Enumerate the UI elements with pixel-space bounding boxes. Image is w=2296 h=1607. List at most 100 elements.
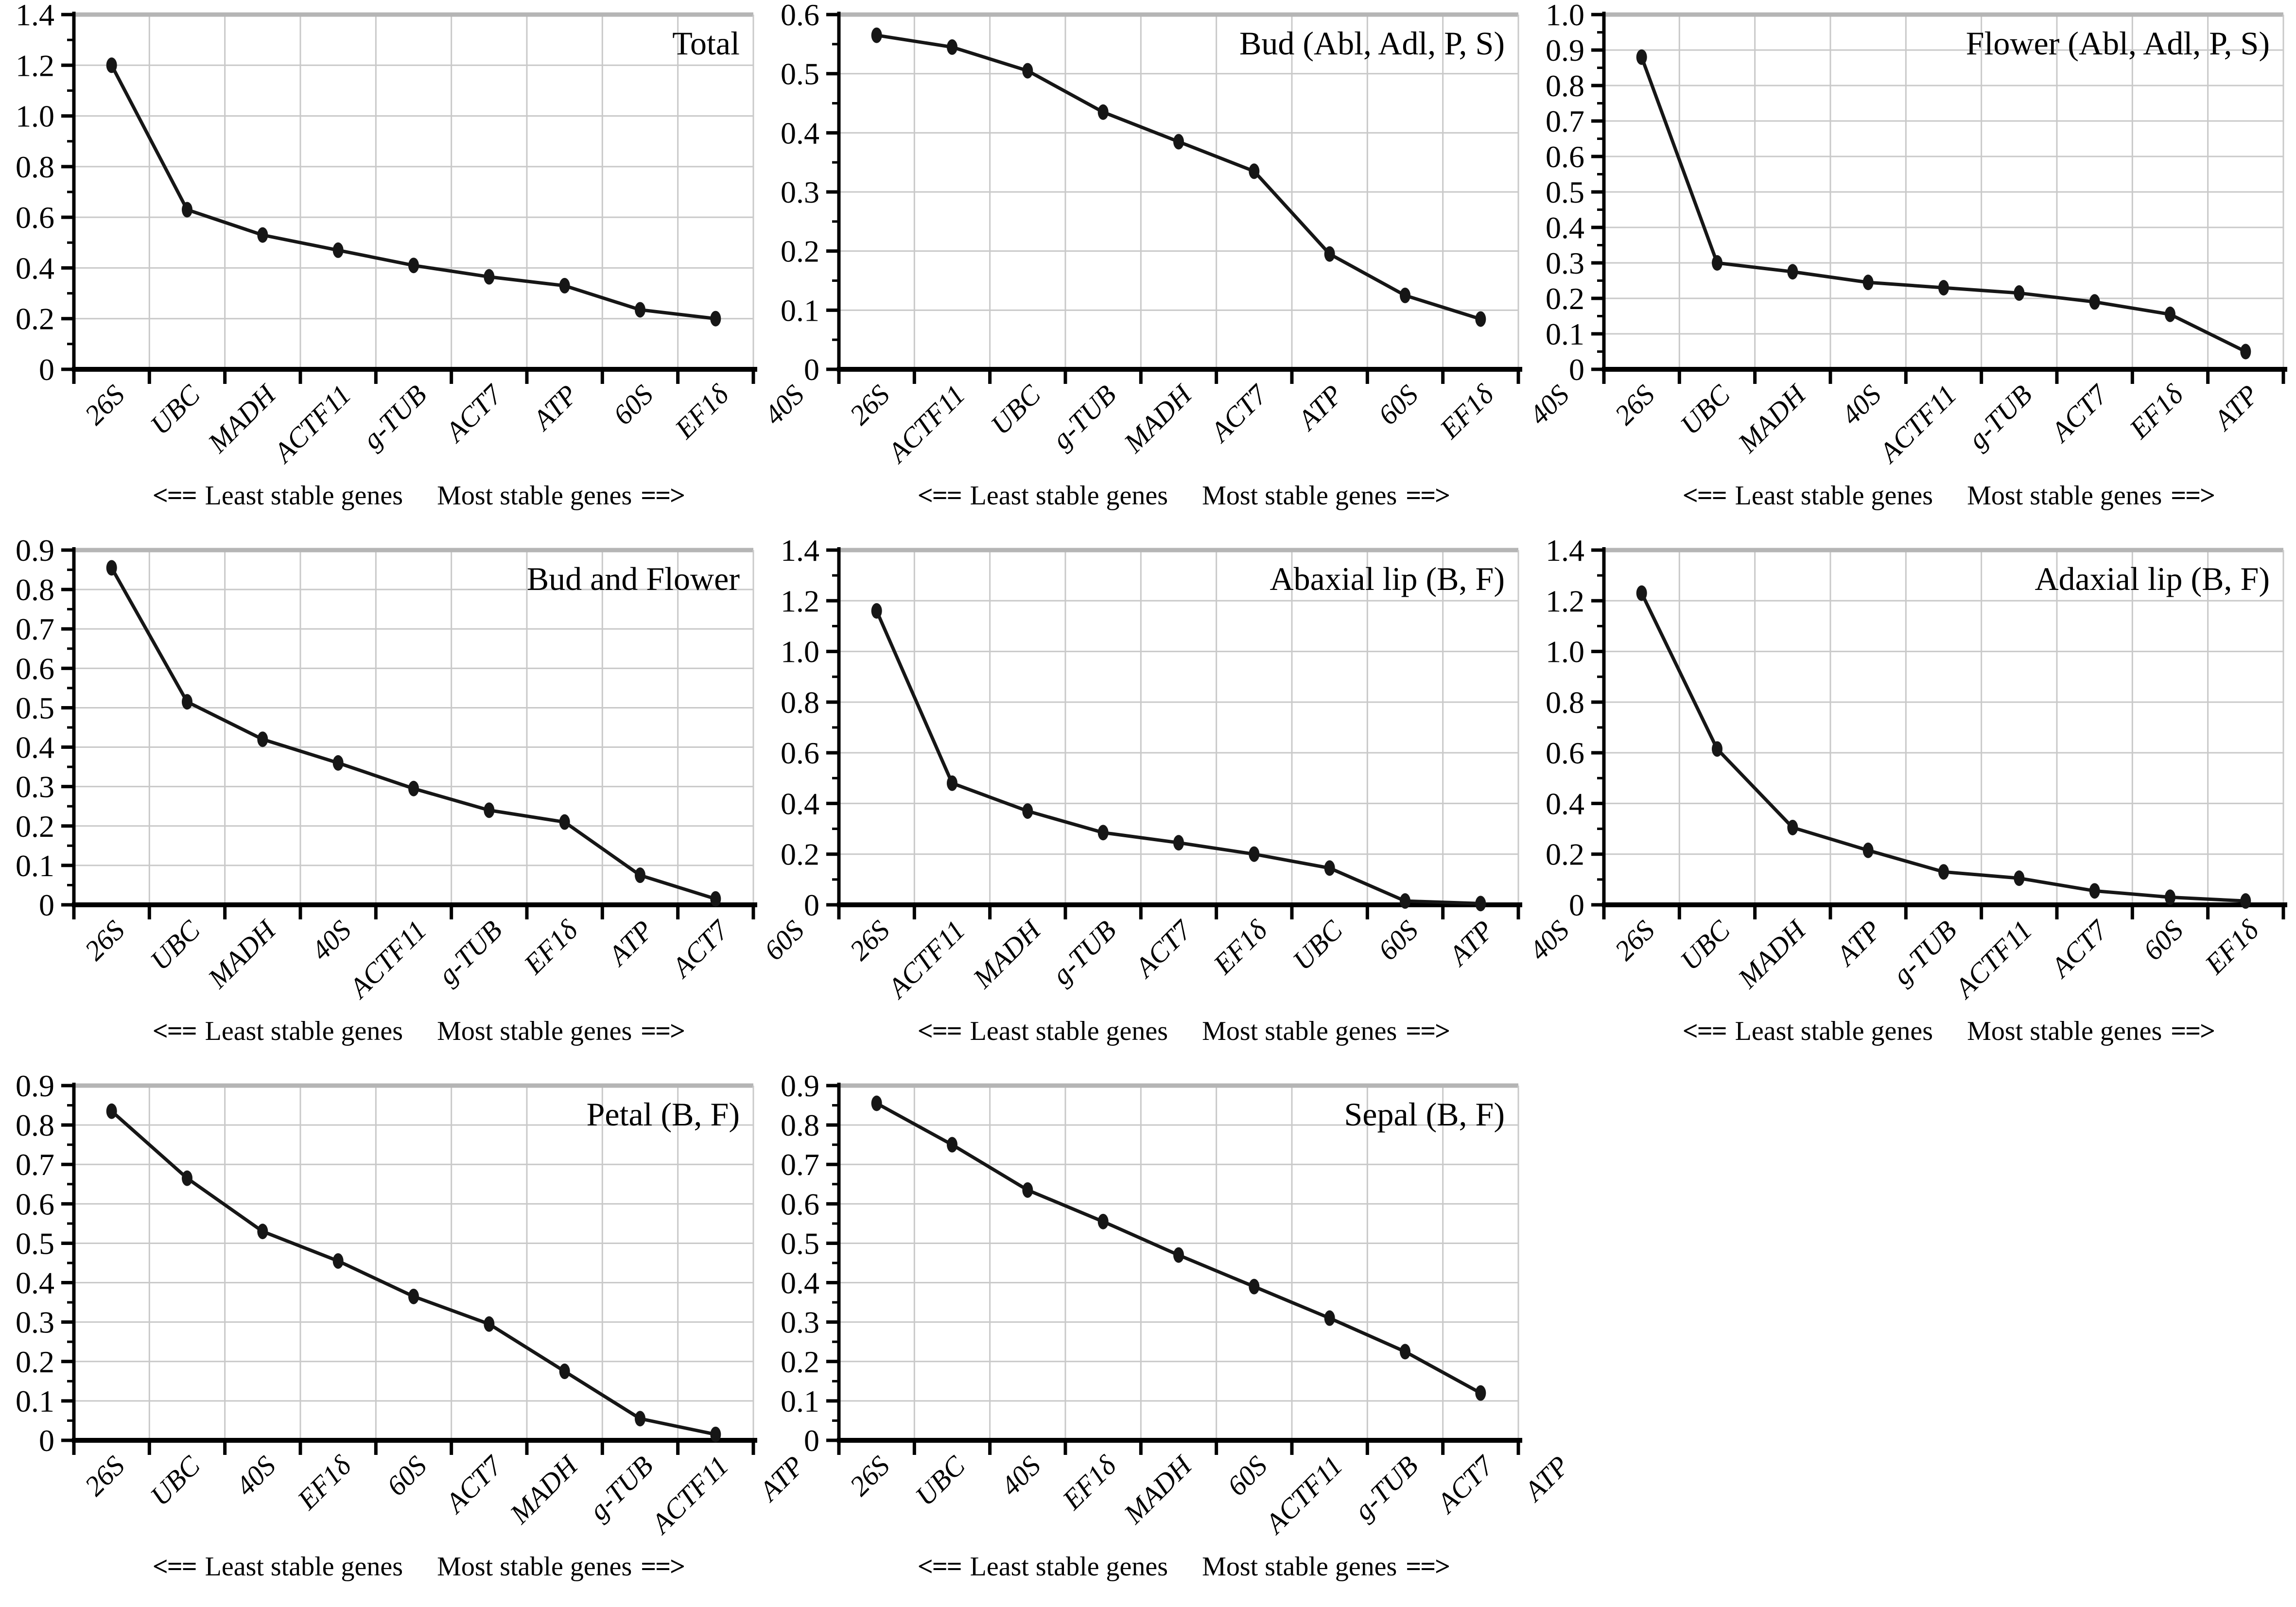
data-point [1636,585,1647,601]
data-point [257,227,268,243]
y-tick-label: 0.6 [781,0,819,32]
y-tick-label: 1.4 [1546,533,1584,568]
y-tick-label: 0.2 [1546,281,1584,316]
data-point [1324,246,1335,262]
chart-title: Sepal (B, F) [1344,1096,1505,1133]
y-tick-label: 0.4 [1546,786,1584,821]
y-tick-label: 0.7 [16,612,54,646]
x-category-label: ATP [1290,379,1349,437]
y-tick-label: 0.2 [781,837,819,872]
x-category-label: 60S [1221,1450,1273,1502]
data-point [559,277,570,294]
x-category-label: 60S [1372,914,1424,966]
caption-least-stable: Least stable genes [970,1016,1168,1046]
data-point [710,1426,721,1442]
chart-title: Abaxial lip (B, F) [1270,560,1505,597]
y-tick-label: 0.1 [781,1384,819,1418]
data-line [110,64,716,321]
x-category-label: 26S [843,379,895,431]
chart-title: Adaxial lip (B, F) [2035,560,2270,597]
empty-cell [1530,1071,2295,1607]
data-point [2089,294,2100,310]
x-category-label: 60S [381,1450,433,1502]
data-point [1400,1344,1410,1360]
data-point [1249,1279,1260,1295]
right-arrow-icon: ==> [641,1552,684,1582]
chart-adaxial-lip: 0 0.2 0.4 0.6 0.8 1.0 1.2 1.4 Adaxial lip (B, F)… [1530,533,2296,1071]
y-tick-label: 0.6 [16,651,54,686]
chart-flower: 0 0.1 0.2 0.3 0.4 0.5 0.6 0.7 0.8 0.9 1.0 Flower (A… [1530,0,2296,536]
data-point [871,603,882,619]
data-point [1173,134,1184,150]
x-category-label: ATP [1829,914,1887,972]
data-line [875,610,1481,905]
chart-title: Petal (B, F) [587,1096,740,1133]
y-tick-label: 0.7 [16,1147,54,1182]
x-category-label: UBC [144,914,207,976]
data-point [1097,825,1109,841]
x-category-label: EF1δ [1433,379,1500,445]
y-tick-label: 0.8 [781,1108,819,1142]
x-category-label: MADH [1117,1449,1199,1530]
data-point [2240,893,2251,909]
chart-svg: 0 0.1 0.2 0.3 0.4 0.5 0.6 0.7 0.8 0.9 Petal (B, F)… [16,1069,810,1582]
y-tick-label: 0.4 [1546,210,1584,245]
y-tick-label: 0.3 [16,770,54,804]
y-tick-label: 0.3 [16,1305,54,1340]
y-tick-label: 1.0 [1546,635,1584,669]
x-category-label: EF1δ [518,914,584,981]
data-point [2165,306,2175,322]
left-arrow-icon: <== [918,1016,961,1046]
right-arrow-icon: ==> [2171,481,2214,511]
chart-svg: 0 0.1 0.2 0.3 0.4 0.5 0.6 0.7 0.8 0.9 Bud and Flow… [16,533,810,1046]
data-point [1022,1182,1033,1198]
x-category-label: ACT7 [1203,378,1274,449]
y-tick-label: 0 [39,888,54,922]
x-category-label: 26S [843,914,895,966]
y-tick-label: 0.4 [781,786,819,821]
x-category-label: ACT7 [2043,914,2114,985]
caption-least-stable: Least stable genes [1735,481,1933,511]
x-category-label: ACT7 [1429,1449,1500,1520]
data-point [1173,1247,1184,1263]
x-category-label: ACTF11 [1872,379,1963,469]
left-arrow-icon: <== [1683,481,1726,511]
x-category-label: g-TUB [1962,379,2038,455]
y-tick-label: 0.6 [1546,736,1584,770]
data-point [2014,870,2025,886]
x-category-label: 26S [1608,379,1660,431]
y-tick-label: 0.2 [781,1345,819,1379]
data-point [332,242,344,258]
chart-total: 0 0.2 0.4 0.6 0.8 1.0 1.2 1.4 Total 26S UBC MADH ACT… [0,0,810,536]
data-point [2014,285,2025,301]
x-category-label: g-TUB [1045,379,1122,455]
chart-svg: 00.10.20.30.40.50.60.70.80.91.0 Flower (A… [1546,0,2296,511]
y-tick-label: 0 [1569,352,1584,387]
x-category-label: g-TUB [1348,1450,1425,1526]
caption-least-stable: Least stable genes [970,1552,1168,1582]
y-tick-label: 0.4 [16,251,54,285]
y-tick-label: 0.1 [16,1384,54,1418]
data-point [1249,846,1260,862]
x-category-label: ACT7 [664,914,735,985]
left-arrow-icon: <== [918,481,961,511]
x-category-label: EF1δ [2123,379,2190,445]
x-category-label: 60S [607,379,659,431]
data-point [1324,1310,1335,1326]
x-category-label: EF1δ [2198,914,2265,981]
data-point [1712,255,1722,271]
x-category-label: 26S [78,1450,130,1502]
chart-title: Bud (Abl, Adl, P, S) [1239,25,1505,62]
data-point [106,57,117,73]
x-category-label: UBC [985,378,1047,441]
y-tick-label: 0.5 [16,1226,54,1261]
x-category-label: EF1δ [1056,1450,1123,1516]
x-category-label: MADH [1731,378,1812,459]
right-arrow-icon: ==> [2171,1016,2214,1046]
x-category-label: ATP [2206,379,2264,437]
x-category-label: ACTF11 [880,914,971,1005]
y-tick-label: 0.1 [1546,317,1584,351]
y-tick-label: 0.2 [1546,837,1584,872]
x-category-label: g-TUB [432,914,508,991]
data-line [876,34,1481,321]
